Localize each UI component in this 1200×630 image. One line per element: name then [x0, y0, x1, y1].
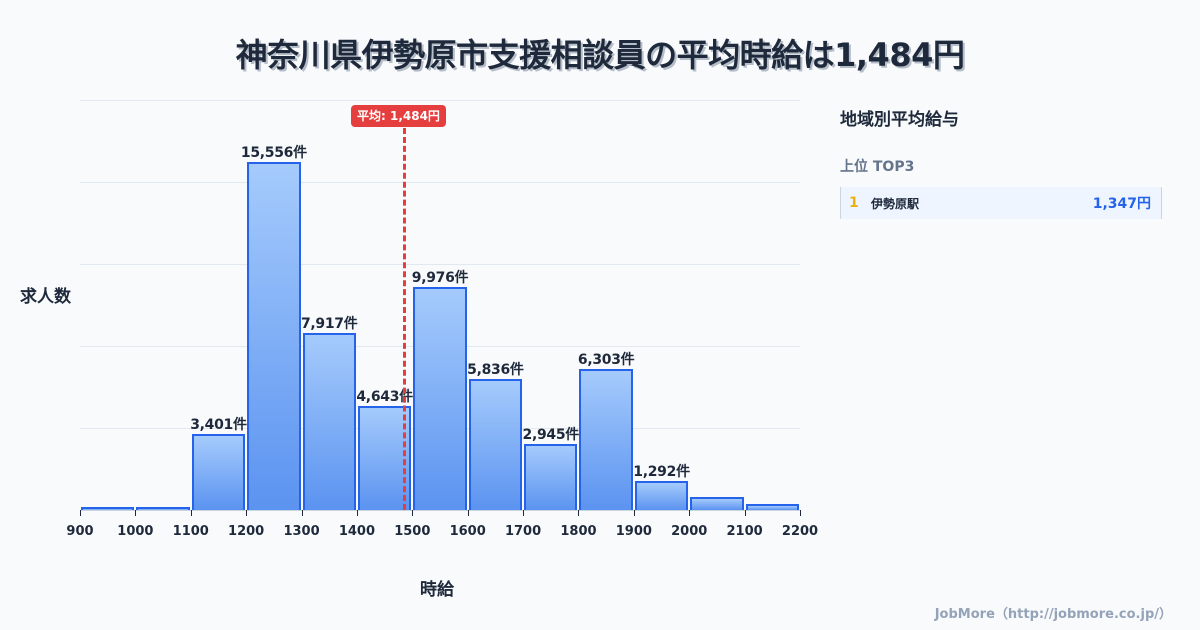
x-tick: [578, 510, 580, 516]
panel-title: 地域別平均給与: [840, 110, 959, 130]
average-badge: 平均: 1,484円: [351, 105, 446, 127]
x-tick-label: 1900: [615, 524, 652, 539]
histogram-bar: [247, 162, 301, 510]
gridline: [80, 100, 800, 101]
bar-value-label: 1,292件: [633, 464, 690, 481]
histogram-bar: [579, 369, 633, 510]
x-tick-label: 1800: [560, 524, 597, 539]
x-tick-label: 1100: [172, 524, 209, 539]
x-tick: [412, 510, 414, 516]
x-tick: [301, 510, 303, 516]
histogram-chart: 3,401件 15,556件 7,917件 4,643件 9,976件 5,836件 2,9…: [20, 100, 818, 600]
bar-value-label: 2,945件: [522, 427, 580, 444]
average-line: [403, 128, 406, 510]
regional-salary-panel: 地域別平均給与 上位 TOP3 1 伊勢原駅 1,347円: [840, 100, 1162, 219]
rank-name: 伊勢原駅: [871, 196, 920, 211]
x-tick: [467, 510, 469, 516]
bar-value-label: 15,556件: [240, 145, 307, 162]
x-tick-label: 1600: [449, 524, 486, 539]
y-axis-label: 求人数: [20, 287, 71, 307]
histogram-bar: [136, 506, 190, 510]
x-tick: [246, 510, 248, 516]
rank-row: 1 伊勢原駅 1,347円: [840, 187, 1162, 219]
x-tick-label: 1700: [504, 524, 542, 539]
x-tick-label: 1200: [228, 524, 265, 539]
page-title: 神奈川県伊勢原市支援相談員の平均時給は1,484円: [235, 36, 965, 74]
x-tick-label: 900: [66, 524, 94, 539]
rank-value: 1,347円: [1092, 196, 1151, 212]
gridline: [80, 182, 800, 183]
x-tick: [80, 510, 81, 516]
x-tick: [356, 510, 358, 516]
x-tick-label: 2200: [781, 524, 819, 539]
gridline: [80, 264, 800, 265]
histogram-bar: [357, 406, 412, 510]
histogram-bar: [524, 444, 578, 510]
x-tick: [800, 510, 801, 516]
histogram-bar: [302, 332, 356, 510]
bar-value-label: 5,836件: [467, 362, 524, 379]
x-tick-label: 2100: [726, 524, 763, 539]
x-tick-label: 1000: [117, 524, 154, 539]
histogram-bar: [690, 497, 744, 510]
bar-value-label: 9,976件: [411, 269, 469, 286]
bar-value-label: 6,303件: [577, 352, 635, 369]
bar-value-label: 3,401件: [190, 416, 247, 433]
histogram-bar: [413, 286, 467, 510]
x-tick: [190, 510, 192, 516]
x-tick-label: 2000: [671, 524, 708, 539]
x-tick-label: 1500: [394, 524, 431, 539]
x-axis-label: 時給: [420, 580, 454, 600]
rank-number: 1: [849, 195, 859, 211]
x-tick-label: 1300: [283, 524, 320, 539]
x-tick: [744, 510, 746, 516]
panel-subtitle: 上位 TOP3: [840, 159, 915, 175]
x-tick: [523, 510, 525, 516]
footer-credit: JobMore（http://jobmore.co.jp/）: [934, 607, 1172, 622]
histogram-bar: [634, 481, 689, 510]
bar-value-label: 4,643件: [356, 389, 413, 406]
histogram-bar: [81, 507, 135, 510]
x-tick: [689, 510, 691, 516]
histogram-bar: [468, 379, 523, 510]
x-tick-label: 1400: [338, 524, 376, 539]
histogram-bar: [191, 433, 246, 510]
bar-value-label: 7,917件: [300, 315, 358, 332]
x-tick: [135, 510, 137, 516]
x-axis: [80, 510, 800, 511]
x-tick: [633, 510, 635, 516]
histogram-bar: [745, 503, 799, 510]
